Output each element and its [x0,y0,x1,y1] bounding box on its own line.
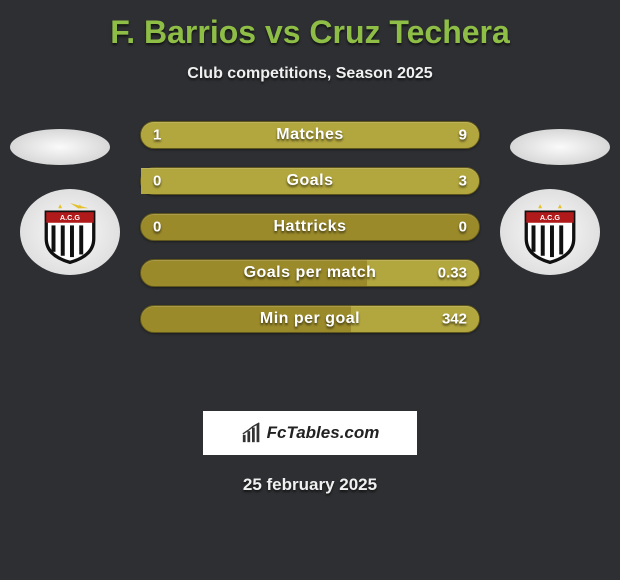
svg-text:A.C.G: A.C.G [60,213,81,222]
stat-bar-row: 1 Matches 9 [140,121,480,149]
stat-left-value: 1 [153,127,161,144]
player-left-avatar [10,129,110,165]
svg-text:A.C.G: A.C.G [540,213,561,222]
stat-label: Goals [287,172,334,190]
page-title: F. Barrios vs Cruz Techera [0,0,620,51]
stat-right-value: 3 [459,173,467,190]
player-right-avatar [510,129,610,165]
stat-label: Min per goal [260,310,360,328]
brand-text: FcTables.com [267,423,380,443]
page-subtitle: Club competitions, Season 2025 [0,65,620,83]
comparison-panel: A.C.G A.C.G 1 Matches 9 0 Goals 3 0 Hattricks 0 G… [0,111,620,411]
date-label: 25 february 2025 [0,475,620,495]
stat-right-value: 0 [459,219,467,236]
stat-label: Hattricks [274,218,347,236]
stat-right-value: 342 [442,311,467,328]
stat-right-value: 9 [459,127,467,144]
stat-left-value: 0 [153,173,161,190]
stat-bar-row: Goals per match 0.33 [140,259,480,287]
player-left-club-badge: A.C.G [20,189,120,275]
shield-icon: A.C.G [517,199,583,265]
stat-label: Goals per match [244,264,377,282]
chart-icon [241,422,263,444]
stat-label: Matches [276,126,344,144]
stat-bar-row: Min per goal 342 [140,305,480,333]
stat-right-value: 0.33 [438,265,467,282]
stat-bar-row: 0 Hattricks 0 [140,213,480,241]
stat-bars: 1 Matches 9 0 Goals 3 0 Hattricks 0 Goals per mat… [140,121,480,351]
shield-icon: A.C.G [37,199,103,265]
stat-bar-row: 0 Goals 3 [140,167,480,195]
brand-badge: FcTables.com [203,411,417,455]
player-right-club-badge: A.C.G [500,189,600,275]
stat-left-value: 0 [153,219,161,236]
